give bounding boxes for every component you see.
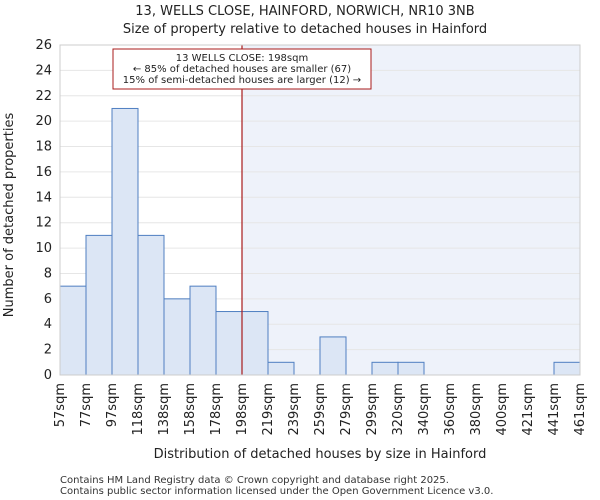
y-tick-label: 2 [44, 343, 52, 358]
bar [267, 361, 295, 376]
x-tick-label: 400sqm [495, 383, 510, 436]
x-tick-label: 360sqm [443, 383, 458, 436]
x-tick-label: 299sqm [365, 383, 380, 436]
bar [553, 361, 581, 376]
x-tick-label: 118sqm [131, 383, 146, 436]
bar [189, 285, 217, 376]
y-tick-label: 10 [35, 241, 52, 256]
bar [111, 107, 139, 376]
annotation-line-1: 13 WELLS CLOSE: 198sqm [176, 53, 308, 64]
annotation-line-3: 15% of semi-detached houses are larger (… [123, 75, 361, 86]
bar [241, 311, 269, 376]
bar [319, 336, 347, 376]
x-tick-label: 178sqm [209, 383, 224, 436]
x-tick-label: 57sqm [53, 383, 68, 427]
y-tick-label: 0 [44, 368, 52, 383]
x-tick-label: 198sqm [235, 383, 250, 436]
bar [137, 234, 165, 376]
x-tick-label: 158sqm [183, 383, 198, 436]
bar [163, 298, 191, 376]
x-tick-label: 138sqm [157, 383, 172, 436]
x-tick-label: 421sqm [521, 383, 536, 436]
annotation-line-2: ← 85% of detached houses are smaller (67… [133, 64, 351, 75]
y-tick-label: 20 [35, 114, 52, 129]
x-tick-label: 340sqm [417, 383, 432, 436]
x-tick-label: 239sqm [287, 383, 302, 436]
annotation-box: 13 WELLS CLOSE: 198sqm ← 85% of detached… [112, 48, 372, 90]
chart-title: 13, WELLS CLOSE, HAINFORD, NORWICH, NR10… [135, 4, 474, 19]
y-tick-label: 4 [44, 317, 52, 332]
footer-line-1: Contains HM Land Registry data © Crown c… [60, 475, 449, 486]
bar [215, 311, 243, 376]
x-tick-label: 97sqm [105, 383, 120, 427]
y-tick-label: 26 [35, 38, 52, 53]
y-tick-label: 12 [35, 216, 52, 231]
x-axis-label: Distribution of detached houses by size … [154, 447, 487, 462]
y-tick-label: 16 [35, 165, 52, 180]
bar [85, 234, 113, 376]
bar [397, 361, 425, 376]
x-tick-label: 320sqm [391, 383, 406, 436]
chart-subtitle: Size of property relative to detached ho… [123, 22, 487, 37]
plot-frame [59, 44, 581, 376]
y-tick-label: 22 [35, 89, 52, 104]
bar [59, 285, 87, 376]
y-tick-label: 6 [44, 292, 52, 307]
x-tick-label: 380sqm [469, 383, 484, 436]
y-tick-label: 24 [35, 63, 52, 78]
footer-line-2: Contains public sector information licen… [60, 486, 493, 497]
y-tick-label: 18 [35, 140, 52, 155]
x-tick-label: 461sqm [573, 383, 588, 436]
x-tick-label: 219sqm [261, 383, 276, 436]
x-tick-label: 77sqm [79, 383, 94, 427]
bar [371, 361, 399, 376]
y-tick-label: 8 [44, 266, 52, 281]
y-axis-label: Number of detached properties [2, 113, 17, 318]
highlight-region [242, 45, 580, 375]
x-tick-label: 279sqm [339, 383, 354, 436]
x-tick-label: 441sqm [547, 383, 562, 436]
x-tick-label: 259sqm [313, 383, 328, 436]
y-tick-label: 14 [35, 190, 52, 205]
